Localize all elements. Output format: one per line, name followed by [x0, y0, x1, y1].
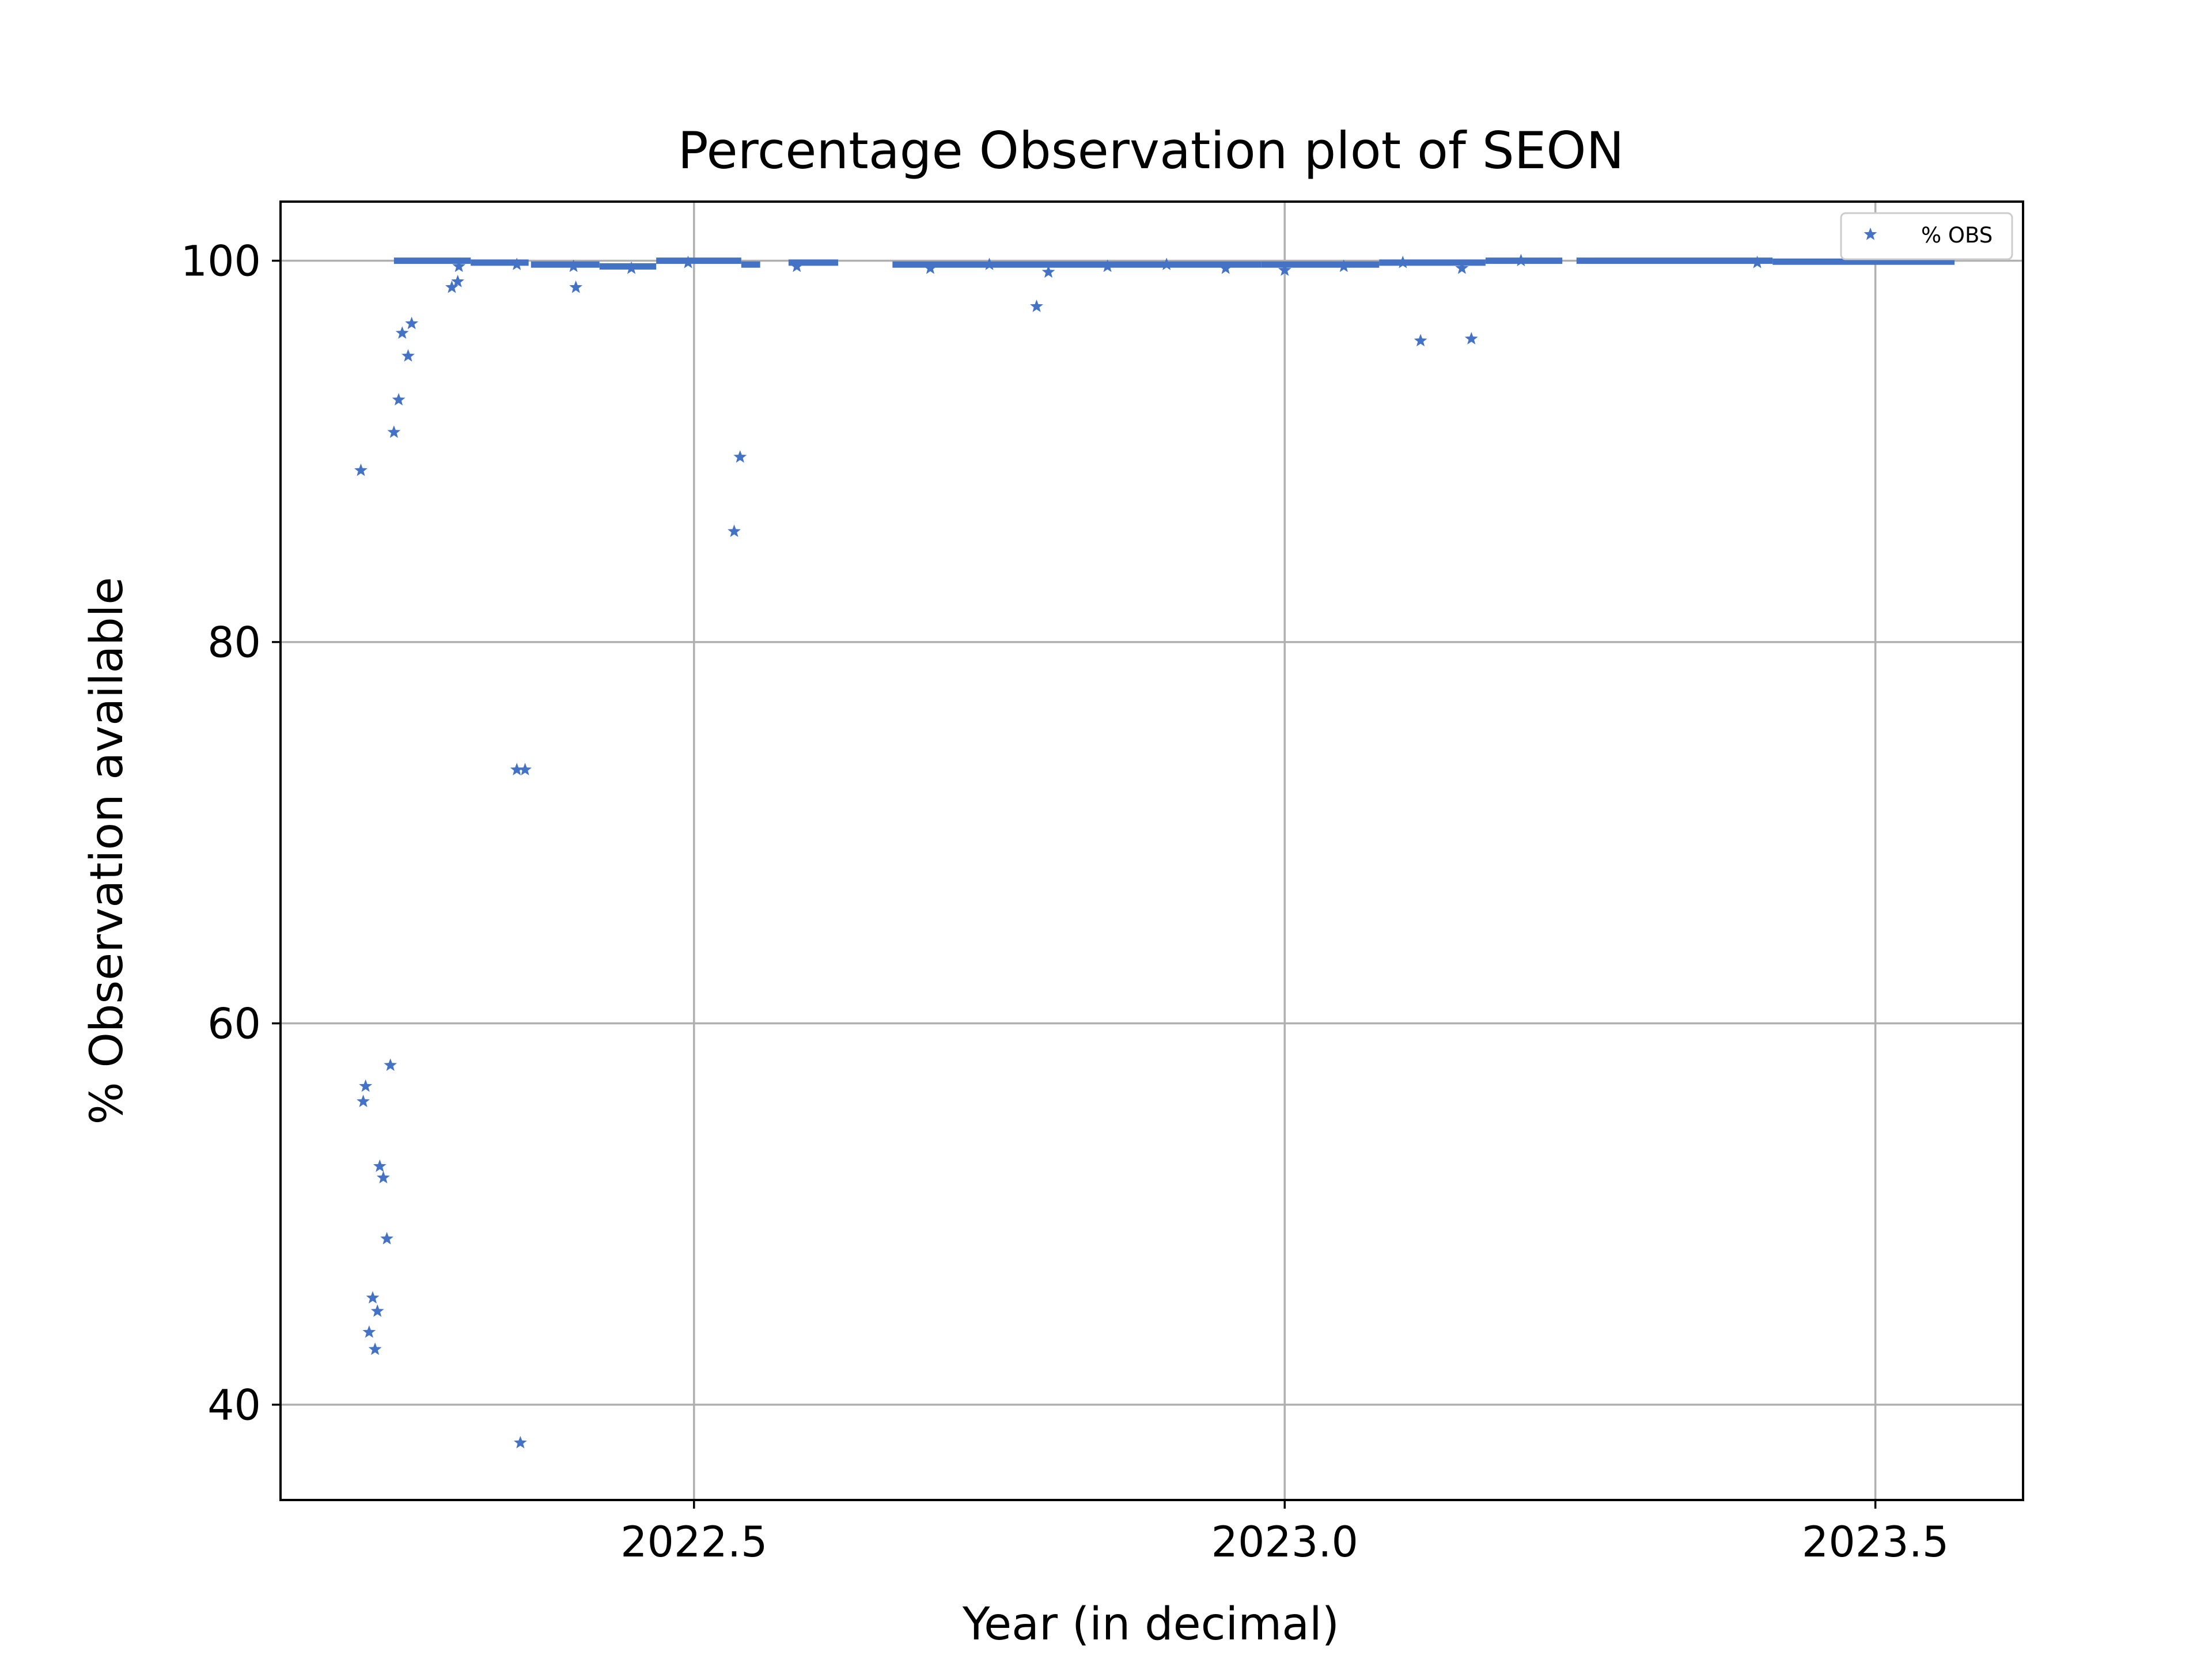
data-point	[1030, 300, 1043, 312]
data-point	[368, 1342, 382, 1355]
data-point	[377, 1171, 390, 1184]
x-tick-label: 2023.5	[1802, 1518, 1949, 1567]
data-point	[1219, 261, 1233, 274]
legend-entry-obs: % OBS	[1921, 223, 1993, 248]
data-point	[1101, 259, 1114, 272]
y-axis-label: % Observation available	[81, 577, 133, 1125]
legend-star	[1863, 228, 1877, 240]
data-point	[1337, 259, 1351, 272]
y-tick-label: 40	[207, 1381, 261, 1430]
data-point	[510, 257, 524, 270]
data-point	[510, 763, 524, 775]
legend-marker	[1863, 228, 1877, 240]
x-tick-label: 2023.0	[1211, 1518, 1358, 1567]
data-point	[445, 280, 459, 293]
legend-box	[1840, 212, 2013, 260]
x-axis-label: Year (in decimal)	[962, 1599, 1339, 1650]
data-point	[405, 316, 419, 329]
y-tick-label: 100	[181, 237, 261, 286]
data-point	[373, 1159, 387, 1172]
data-point	[392, 393, 406, 406]
data-point	[518, 763, 532, 775]
data-point	[362, 1325, 376, 1338]
data-point	[1160, 257, 1173, 270]
data-point	[354, 463, 368, 476]
data-point	[370, 1304, 384, 1317]
legend: % OBS	[1840, 212, 2013, 260]
data-point	[513, 1435, 527, 1449]
data-point	[1396, 255, 1410, 268]
data-point	[402, 349, 415, 362]
data-point	[569, 280, 583, 293]
chart-title: Percentage Observation plot of SEON	[678, 121, 1624, 180]
data-point	[357, 1094, 370, 1107]
data-point	[1514, 253, 1528, 267]
data-point	[384, 1058, 397, 1071]
data-point	[452, 259, 466, 272]
x-tick-label: 2022.5	[620, 1518, 767, 1567]
data-point	[1455, 261, 1469, 274]
data-point	[624, 261, 638, 274]
data-point	[1414, 334, 1427, 347]
data-point	[366, 1291, 380, 1304]
data-point	[395, 326, 409, 339]
data-point	[1464, 332, 1478, 344]
data-point	[451, 275, 464, 287]
data-point	[733, 450, 747, 463]
data-point	[567, 259, 580, 272]
data-point	[380, 1232, 393, 1245]
y-tick-label: 80	[207, 619, 261, 668]
data-point	[1041, 265, 1055, 278]
y-tick-label: 60	[207, 1000, 261, 1049]
data-point	[1278, 263, 1291, 276]
plot-area-frame	[279, 200, 2024, 1501]
data-point	[790, 259, 804, 272]
data-point	[387, 425, 401, 438]
data-point	[923, 261, 937, 274]
data-point	[1751, 255, 1764, 268]
data-point	[681, 255, 695, 268]
data-points	[354, 253, 1955, 1449]
data-point	[983, 257, 996, 270]
axis-ticks: 2022.5 2023.0 2023.5 40 60 80 100	[181, 237, 1949, 1567]
data-point	[728, 524, 741, 537]
data-point	[359, 1079, 373, 1092]
